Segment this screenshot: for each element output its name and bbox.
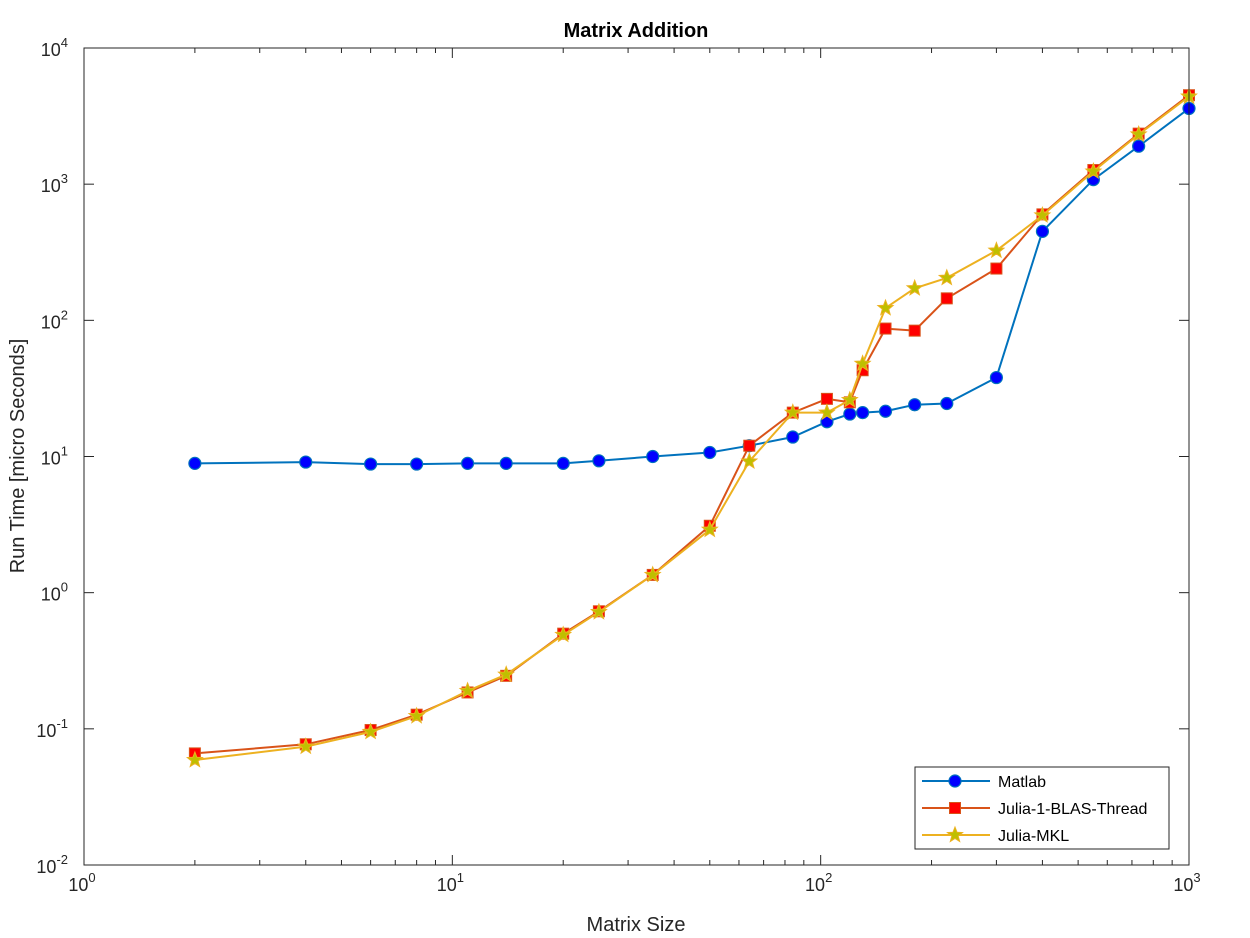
y-tick-label: 100 bbox=[41, 580, 68, 605]
data-point bbox=[783, 403, 802, 421]
data-point bbox=[1132, 139, 1146, 153]
legend-marker bbox=[949, 802, 961, 814]
data-point bbox=[497, 665, 516, 683]
y-axis-label: Run Time [micro Seconds] bbox=[7, 339, 29, 574]
data-point bbox=[410, 457, 424, 471]
data-point bbox=[878, 404, 893, 418]
y-tick-label: 10-2 bbox=[36, 852, 68, 877]
chart-title: Matrix Addition bbox=[564, 20, 709, 42]
data-point bbox=[185, 750, 204, 768]
data-point bbox=[361, 722, 380, 740]
y-tick-label: 104 bbox=[41, 35, 68, 60]
data-point bbox=[554, 625, 573, 643]
data-point bbox=[940, 292, 953, 305]
data-point bbox=[703, 445, 717, 460]
data-point bbox=[740, 451, 759, 470]
data-point bbox=[643, 565, 662, 583]
data-point bbox=[817, 403, 836, 421]
data-point bbox=[556, 456, 570, 470]
data-point bbox=[589, 602, 608, 620]
data-point bbox=[840, 390, 859, 408]
data-point bbox=[853, 354, 872, 372]
data-point bbox=[856, 406, 870, 420]
data-point bbox=[743, 439, 756, 452]
data-point bbox=[458, 681, 477, 699]
data-point bbox=[990, 262, 1003, 275]
data-point bbox=[1129, 125, 1148, 143]
legend-label: Julia-MKL bbox=[998, 828, 1069, 845]
legend-entry: Julia-1-BLAS-Thread bbox=[922, 801, 1147, 818]
data-point bbox=[299, 455, 313, 469]
data-point bbox=[940, 396, 954, 411]
data-point bbox=[700, 520, 719, 538]
legend-entry: Julia-MKL bbox=[922, 825, 1069, 845]
data-point bbox=[905, 278, 924, 296]
data-point bbox=[460, 456, 475, 470]
legend-marker bbox=[946, 825, 964, 843]
data-point bbox=[646, 449, 660, 464]
data-point bbox=[876, 298, 895, 316]
y-tick-label: 102 bbox=[41, 307, 68, 332]
y-tick-label: 10-1 bbox=[36, 716, 68, 741]
x-tick-label: 101 bbox=[437, 870, 464, 895]
data-point bbox=[188, 456, 202, 470]
series-julia-mkl bbox=[185, 87, 1198, 768]
y-tick-label: 103 bbox=[41, 171, 68, 196]
legend-label: Matlab bbox=[998, 774, 1046, 791]
data-point bbox=[1033, 206, 1052, 223]
data-point bbox=[820, 392, 833, 405]
data-point bbox=[1084, 161, 1103, 180]
data-point bbox=[843, 407, 857, 421]
plot-frame bbox=[83, 47, 1190, 866]
legend-entry: Matlab bbox=[922, 774, 1046, 791]
data-point bbox=[364, 457, 378, 471]
data-point bbox=[879, 322, 892, 335]
y-tick-label: 101 bbox=[41, 444, 68, 469]
data-point bbox=[937, 268, 956, 286]
data-point bbox=[908, 398, 922, 412]
data-point bbox=[296, 737, 315, 755]
series-layer bbox=[185, 87, 1198, 768]
plot-area bbox=[84, 48, 1189, 865]
data-point bbox=[987, 241, 1006, 259]
x-tick-label: 102 bbox=[805, 870, 832, 895]
legend-label: Julia-1-BLAS-Thread bbox=[998, 801, 1147, 818]
data-point bbox=[592, 454, 606, 468]
x-axis-label: Matrix Size bbox=[587, 914, 686, 936]
data-point bbox=[908, 324, 921, 337]
axis-ticks: 100 101 102 103 10-2 10-1 100 101 102 103 104 bbox=[36, 35, 1200, 895]
legend: Matlab Julia-1-BLAS-Thread Julia-MKL bbox=[914, 766, 1170, 850]
x-tick-label: 100 bbox=[68, 870, 95, 895]
data-point bbox=[407, 706, 426, 724]
data-point bbox=[499, 456, 513, 470]
data-point bbox=[786, 430, 800, 444]
x-tick-label: 103 bbox=[1173, 870, 1200, 895]
data-point bbox=[989, 370, 1004, 385]
data-point bbox=[1035, 224, 1050, 238]
legend-marker bbox=[948, 774, 962, 788]
